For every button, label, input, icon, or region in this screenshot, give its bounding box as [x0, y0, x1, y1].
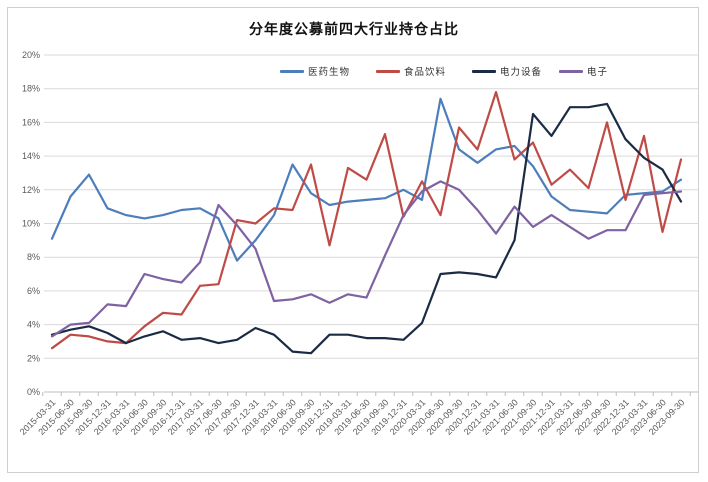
legend-swatch-pharma-biotech: [280, 69, 304, 73]
y-tick-label: 10%: [22, 219, 40, 229]
y-tick-label: 14%: [22, 151, 40, 161]
legend-swatch-electronics: [559, 69, 583, 73]
series-line-electronics: [50, 180, 683, 338]
legend-item-power-equipment: 电力设备: [472, 64, 542, 78]
y-tick-label: 20%: [22, 50, 40, 60]
legend-swatch-power-equipment: [472, 69, 496, 73]
series-line-pharma-biotech: [50, 97, 683, 262]
series-line-power-equipment: [50, 102, 683, 355]
legend-label: 电力设备: [500, 67, 543, 78]
y-tick-label: 18%: [22, 84, 40, 94]
legend-item-food-beverage: 食品饮料: [376, 64, 446, 78]
legend-label: 医药生物: [308, 67, 351, 78]
legend-item-pharma-biotech: 医药生物: [280, 64, 350, 78]
legend-swatch-food-beverage: [376, 69, 400, 73]
y-tick-label: 0%: [27, 387, 40, 397]
legend-label: 电子: [587, 67, 609, 78]
y-tick-label: 16%: [22, 117, 40, 127]
y-tick-label: 12%: [22, 185, 40, 195]
series-line-food-beverage: [50, 90, 683, 350]
legend-label: 食品饮料: [404, 67, 447, 78]
y-tick-label: 2%: [27, 353, 40, 363]
legend-item-electronics: 电子: [559, 64, 608, 78]
chart-border: [7, 7, 699, 473]
y-tick-label: 4%: [27, 320, 40, 330]
chart-title: 分年度公募前四大行业持仓占比: [249, 21, 459, 37]
y-tick-label: 6%: [27, 286, 40, 296]
y-tick-label: 8%: [27, 252, 40, 262]
